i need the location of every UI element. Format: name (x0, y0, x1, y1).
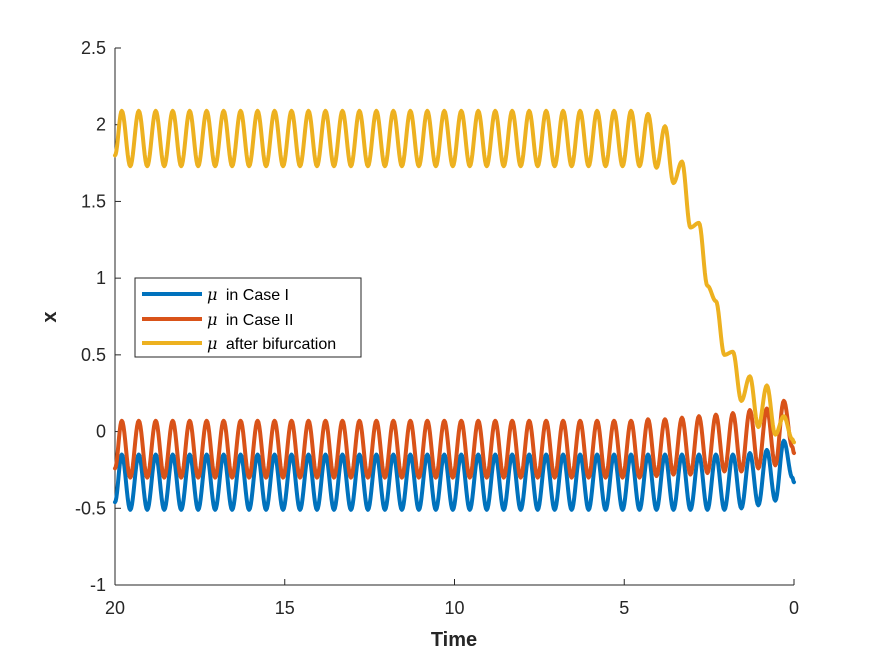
y-tick-label: 1 (96, 268, 106, 288)
y-tick-label: 2 (96, 115, 106, 135)
y-tick-label: 0.5 (81, 345, 106, 365)
x-ticks: 20 15 10 5 0 (105, 579, 799, 618)
x-tick-label: 0 (789, 598, 799, 618)
legend-label-after-bifurcation: after bifurcation (226, 336, 336, 353)
x-tick-label: 15 (275, 598, 295, 618)
x-tick-label: 5 (619, 598, 629, 618)
legend-label-case-2: in Case II (226, 312, 294, 329)
legend-entry-case-2: μ in Case II (207, 310, 293, 329)
y-tick-label: 0 (96, 422, 106, 442)
plot-area: 20 15 10 5 0 -1 -0.5 0 0.5 1 1.5 2 2.5 (75, 38, 799, 618)
y-tick-label: -1 (90, 575, 106, 595)
legend: μ in Case I μ in Case II μ after bifurca… (134, 277, 362, 358)
legend-entry-after-bifurcation: μ after bifurcation (207, 334, 336, 353)
legend-label-case-1: in Case I (226, 287, 289, 304)
series-line-2 (113, 398, 796, 480)
y-axis-title: x (39, 311, 61, 322)
series-line-3 (113, 108, 796, 445)
y-tick-label: 2.5 (81, 38, 106, 58)
x-tick-label: 10 (444, 598, 464, 618)
legend-mu-symbol: μ (207, 334, 217, 353)
x-tick-label: 20 (105, 598, 125, 618)
legend-mu-symbol: μ (207, 310, 217, 329)
series-layer (113, 108, 796, 512)
y-tick-label: 1.5 (81, 191, 106, 211)
legend-mu-symbol: μ (207, 285, 217, 304)
y-ticks: -1 -0.5 0 0.5 1 1.5 2 2.5 (75, 38, 121, 595)
legend-entry-case-1: μ in Case I (207, 285, 289, 304)
y-tick-label: -0.5 (75, 498, 106, 518)
x-axis-title: Time (431, 629, 477, 651)
series-line-1 (113, 438, 796, 512)
